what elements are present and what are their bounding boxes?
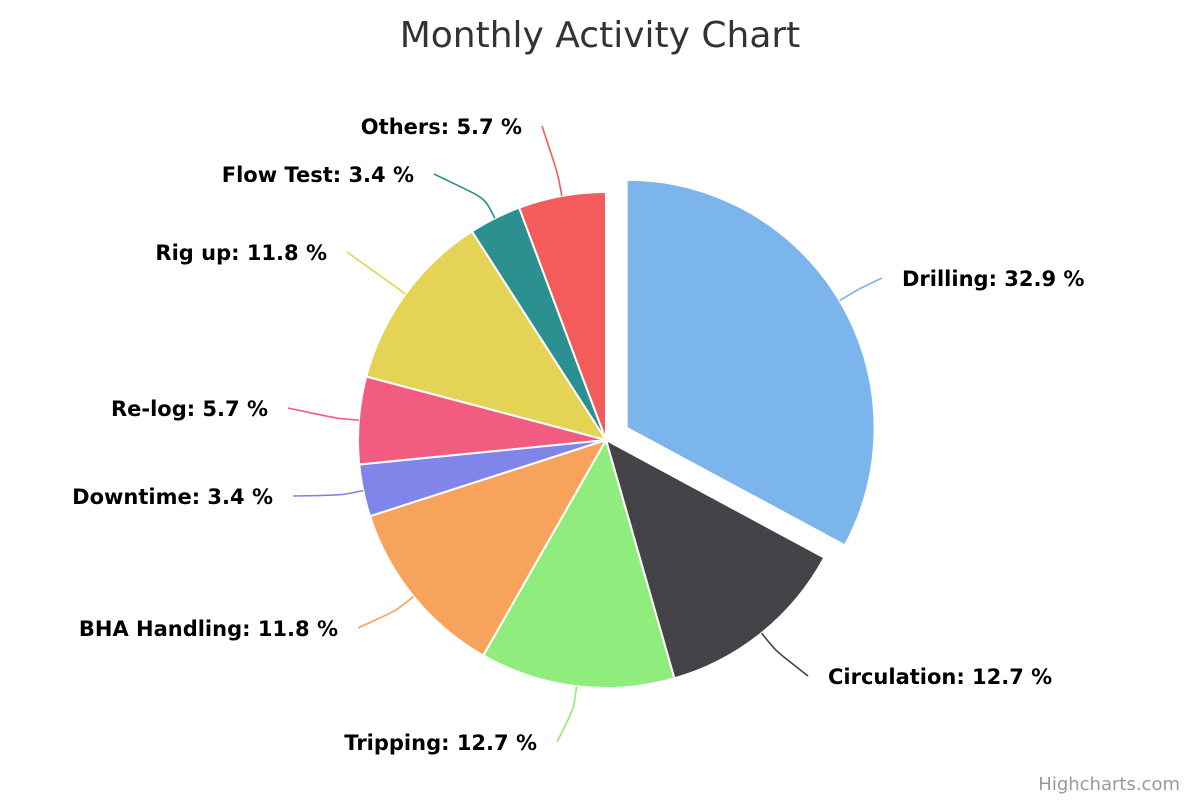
credits-link[interactable]: Highcharts.com [1038, 774, 1180, 795]
connector-drilling [839, 277, 883, 302]
connector-rig-up [346, 251, 406, 295]
connector-tripping [556, 686, 578, 743]
connector-others [541, 125, 563, 197]
data-labels: Drilling: 32.9 % Circulation: 12.7 % Tripp… [72, 115, 1084, 755]
data-label-rig-up: Rig up: 11.8 % [155, 241, 327, 265]
data-label-flow-test: Flow Test: 3.4 % [222, 163, 414, 187]
connector-downtime [292, 489, 364, 497]
connector-flow-test [433, 173, 496, 219]
pie-slice-others[interactable] [518, 191, 607, 441]
data-label-downtime: Downtime: 3.4 % [72, 485, 273, 509]
connector-bha-handling [357, 595, 415, 629]
label-connectors [287, 125, 883, 743]
pie-slice-circulation[interactable] [605, 439, 826, 680]
chart-title: Monthly Activity Chart [400, 15, 801, 56]
pie-slice-tripping[interactable] [482, 439, 676, 689]
connector-circulation [760, 632, 809, 677]
data-label-others: Others: 5.7 % [361, 115, 522, 139]
data-label-tripping: Tripping: 12.7 % [344, 731, 537, 755]
pie-slice-rig-up[interactable] [365, 230, 607, 441]
data-label-drilling: Drilling: 32.9 % [902, 267, 1084, 291]
connector-re-log [287, 407, 359, 421]
pie-slices [357, 178, 876, 689]
pie-slice-bha-handling[interactable] [368, 439, 607, 657]
data-label-bha-handling: BHA Handling: 11.8 % [79, 617, 338, 641]
data-label-circulation: Circulation: 12.7 % [828, 665, 1052, 689]
data-label-re-log: Re-log: 5.7 % [111, 397, 268, 421]
